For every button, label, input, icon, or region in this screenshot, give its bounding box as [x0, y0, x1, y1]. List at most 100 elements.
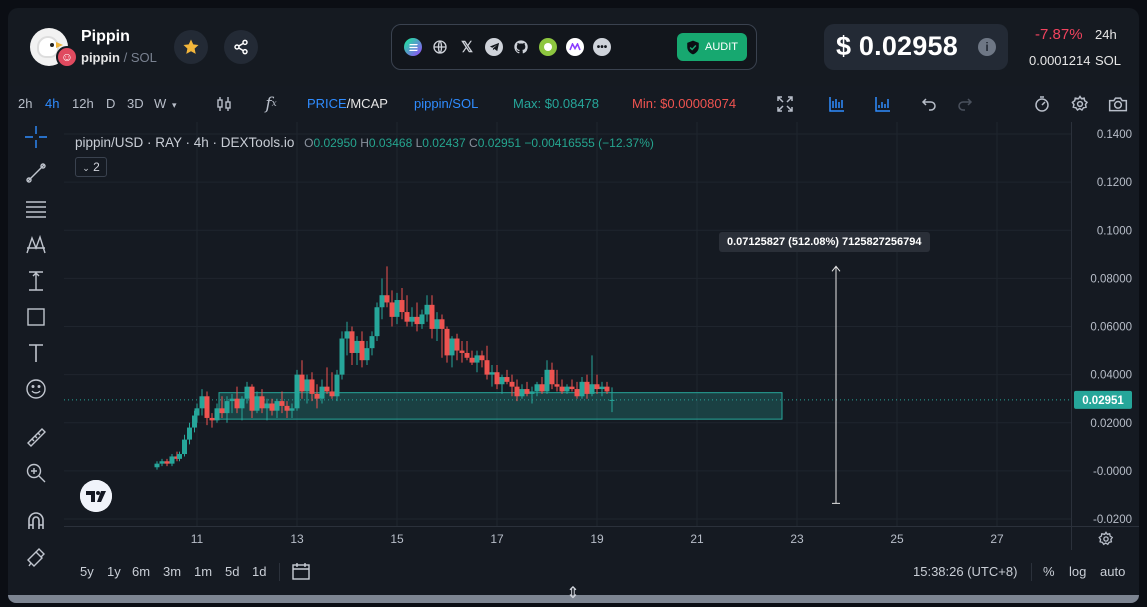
x-icon[interactable]: 𝕏	[460, 39, 474, 56]
redo-icon[interactable]	[954, 93, 976, 115]
share-icon	[234, 39, 248, 55]
range-6m[interactable]: 6m	[132, 564, 151, 579]
replay-icon[interactable]	[1031, 93, 1053, 115]
tradingview-logo[interactable]	[80, 480, 112, 512]
ruler-icon[interactable]	[23, 424, 49, 450]
candle-body	[314, 393, 320, 399]
price-box: $ 0.02958 i	[824, 24, 1008, 70]
legend-low-label: L	[415, 136, 423, 150]
candle-body	[224, 401, 230, 414]
github-icon[interactable]	[512, 38, 530, 56]
candle-body	[429, 304, 435, 329]
candle-body	[309, 379, 315, 394]
time-axis-svg[interactable]: 11 13 15 17 19 21 23 25 27	[64, 527, 1071, 551]
candle-style-icon[interactable]	[213, 93, 235, 115]
undo-icon[interactable]	[918, 93, 940, 115]
share-button[interactable]	[224, 30, 258, 64]
range-1m[interactable]: 1m	[194, 564, 213, 579]
token-name: Pippin	[81, 28, 130, 45]
trades-icon[interactable]	[826, 93, 848, 115]
pair-selector[interactable]: pippin/SOL	[414, 96, 479, 111]
interval-12h[interactable]: 12h	[72, 96, 94, 111]
candle-body	[319, 386, 325, 399]
interval-dropdown-icon[interactable]: ▾	[172, 100, 177, 110]
clock[interactable]: 15:38:26 (UTC+8)	[913, 564, 1018, 579]
time-axis[interactable]: 11 13 15 17 19 21 23 25 27	[64, 526, 1071, 550]
camera-icon[interactable]	[1107, 93, 1129, 115]
price-label[interactable]: PRICE	[307, 96, 347, 111]
more-icon[interactable]: •••	[593, 38, 611, 56]
measure-icon[interactable]	[23, 268, 49, 294]
candle-body	[187, 427, 192, 440]
range-5y[interactable]: 5y	[80, 564, 94, 579]
audit-button[interactable]: AUDIT	[677, 33, 747, 61]
candle-body	[594, 384, 600, 390]
log-toggle[interactable]: log	[1069, 564, 1087, 579]
range-1y[interactable]: 1y	[107, 564, 121, 579]
resize-bar[interactable]	[8, 595, 1139, 603]
time-tick-label: 21	[690, 532, 704, 546]
magnet-icon[interactable]	[23, 508, 49, 534]
volume-icon[interactable]	[872, 93, 894, 115]
mcap-label[interactable]: /MCAP	[346, 96, 388, 111]
interval-4h[interactable]: 4h	[45, 96, 60, 111]
emoji-icon[interactable]	[23, 376, 49, 402]
rectangle-icon[interactable]	[23, 304, 49, 330]
trend-line-icon[interactable]	[23, 160, 49, 186]
price-sol: 0.0001214	[1029, 53, 1091, 68]
percent-toggle[interactable]: %	[1043, 564, 1055, 579]
token-chain: SOL	[130, 50, 157, 65]
axis-settings-button[interactable]	[1071, 526, 1139, 550]
fullscreen-icon[interactable]	[774, 93, 796, 115]
min-price-label: Min: $0.00008074	[632, 96, 737, 111]
candle-body	[339, 338, 345, 375]
solana-icon[interactable]	[404, 38, 422, 56]
website-icon[interactable]	[431, 38, 449, 56]
info-icon[interactable]: i	[978, 38, 996, 56]
interval-w[interactable]: W	[154, 96, 167, 111]
interval-2h[interactable]: 2h	[18, 96, 33, 111]
zoom-icon[interactable]	[23, 460, 49, 486]
range-1d[interactable]: 1d	[252, 564, 267, 579]
price-tick-label: 0.1000	[1097, 225, 1132, 237]
candle-body	[164, 461, 170, 464]
indicators-toggle[interactable]: ⌄ 2	[75, 157, 107, 177]
range-5d[interactable]: 5d	[225, 564, 240, 579]
resize-handle-icon[interactable]: ⇕	[566, 585, 580, 602]
rating-badge-icon[interactable]: ☺	[56, 46, 78, 68]
price-tick-label: -0.0000	[1093, 466, 1132, 478]
candle-body	[284, 405, 290, 411]
candle-body	[249, 386, 255, 411]
pair-separator: /	[123, 50, 128, 65]
price-axis-svg[interactable]: 0.1400 0.1200 0.1000 0.08000 0.06000 0.04000 0…	[1072, 122, 1140, 526]
coingecko-icon[interactable]	[539, 38, 557, 56]
auto-toggle[interactable]: auto	[1100, 564, 1126, 579]
fib-retracement-icon[interactable]	[23, 196, 49, 222]
price-axis[interactable]: 0.1400 0.1200 0.1000 0.08000 0.06000 0.04000 0…	[1071, 122, 1139, 526]
favorite-button[interactable]	[174, 30, 208, 64]
indicator-count: 2	[93, 160, 100, 174]
telegram-icon[interactable]	[485, 38, 503, 56]
coinmarketcap-icon[interactable]	[566, 38, 584, 56]
candlestick-chart[interactable]	[64, 122, 1071, 526]
gear-icon	[1097, 530, 1113, 545]
time-tick-label: 25	[890, 532, 904, 546]
interval-d[interactable]: D	[106, 96, 116, 111]
token-symbol: pippin	[81, 50, 120, 65]
candle-body	[394, 300, 400, 317]
settings-icon[interactable]	[1069, 93, 1091, 115]
price-tick-label: 0.02000	[1090, 418, 1132, 430]
lock-drawings-icon[interactable]	[23, 544, 49, 570]
pattern-icon[interactable]	[23, 232, 49, 258]
price-mcap-toggle[interactable]: PRICE/MCAP	[307, 96, 388, 111]
candle-body	[494, 372, 500, 385]
range-3m[interactable]: 3m	[163, 564, 182, 579]
go-to-date-button[interactable]	[291, 561, 311, 584]
candle-body	[469, 357, 475, 363]
text-icon[interactable]	[23, 340, 49, 366]
candle-body	[229, 398, 235, 402]
interval-3d[interactable]: 3D	[127, 96, 144, 111]
crosshair-icon[interactable]	[23, 124, 49, 150]
price-chart[interactable]	[64, 122, 1071, 526]
